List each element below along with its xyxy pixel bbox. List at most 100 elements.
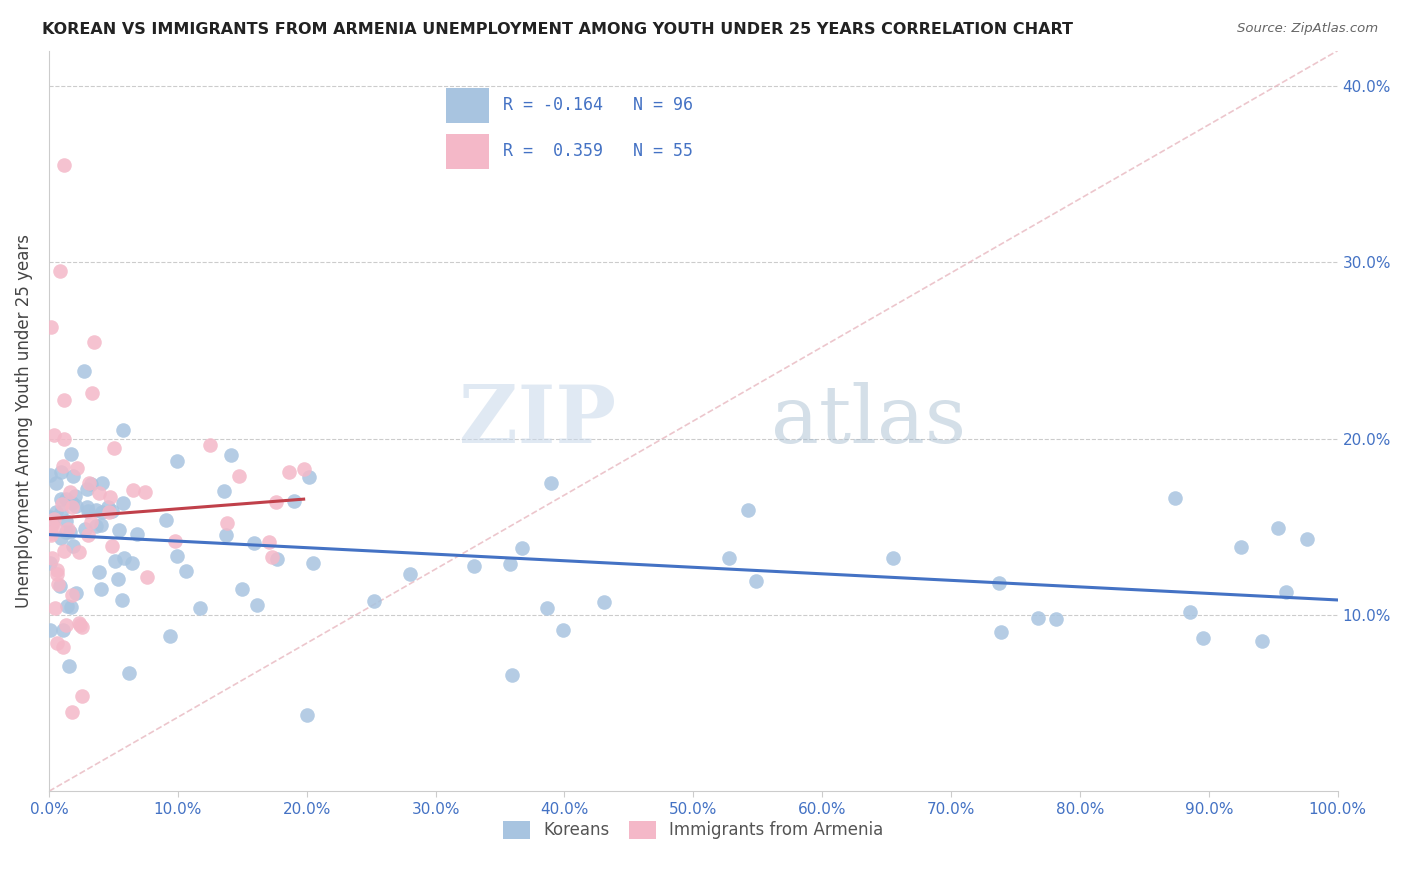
Point — [198, 437, 221, 451]
Point — [46, 577, 69, 591]
Point — [39, 319, 62, 334]
Point — [44, 522, 66, 536]
Point — [165, 534, 187, 549]
Point — [1275, 585, 1298, 599]
Point — [297, 707, 319, 722]
Point — [97, 500, 120, 515]
Point — [69, 616, 91, 631]
Point — [283, 493, 305, 508]
Point — [1180, 605, 1202, 619]
Point — [112, 423, 135, 437]
Point — [1164, 491, 1187, 505]
Point — [80, 477, 103, 491]
Point — [46, 566, 69, 581]
Point — [399, 566, 422, 581]
Point — [510, 541, 533, 555]
Point — [58, 522, 80, 536]
Point — [127, 526, 149, 541]
Point — [363, 594, 385, 608]
Point — [53, 544, 76, 558]
Point — [882, 550, 904, 565]
Point — [49, 264, 72, 278]
Point — [174, 564, 197, 578]
Point — [62, 540, 84, 554]
Point — [73, 364, 96, 378]
Point — [51, 505, 73, 519]
Point — [65, 585, 87, 599]
Point — [551, 624, 574, 638]
Point — [1267, 521, 1289, 535]
Point — [104, 553, 127, 567]
Point — [159, 629, 181, 643]
Point — [214, 527, 236, 541]
Point — [53, 392, 76, 407]
Point — [166, 549, 188, 564]
Point — [69, 618, 91, 632]
Point — [60, 599, 83, 614]
Point — [51, 497, 73, 511]
Point — [98, 491, 121, 505]
Point — [51, 491, 73, 506]
Point — [90, 518, 112, 533]
Point — [59, 525, 82, 540]
Point — [41, 511, 63, 525]
Point — [55, 525, 77, 540]
Point — [55, 491, 77, 506]
Point — [41, 551, 63, 566]
Point — [66, 460, 89, 475]
Point — [62, 469, 84, 483]
Point — [166, 454, 188, 468]
Point — [60, 447, 83, 461]
Point — [536, 601, 558, 615]
Point — [44, 601, 66, 615]
Point — [1230, 541, 1253, 555]
Legend: Koreans, Immigrants from Armenia: Koreans, Immigrants from Armenia — [496, 814, 890, 846]
Point — [298, 470, 321, 484]
Point — [737, 503, 759, 517]
Point — [135, 570, 157, 584]
Point — [103, 442, 125, 456]
Point — [540, 475, 562, 490]
Text: KOREAN VS IMMIGRANTS FROM ARMENIA UNEMPLOYMENT AMONG YOUTH UNDER 25 YEARS CORREL: KOREAN VS IMMIGRANTS FROM ARMENIA UNEMPL… — [42, 22, 1073, 37]
Point — [246, 599, 269, 613]
Point — [77, 476, 100, 491]
Text: Source: ZipAtlas.com: Source: ZipAtlas.com — [1237, 22, 1378, 36]
Point — [39, 557, 62, 571]
Point — [60, 705, 83, 719]
Point — [122, 483, 145, 497]
Point — [101, 503, 124, 517]
Point — [89, 582, 111, 596]
Point — [114, 550, 136, 565]
Point — [73, 523, 96, 537]
Point — [463, 559, 485, 574]
Point — [217, 516, 239, 530]
Point — [55, 618, 77, 632]
Point — [70, 690, 93, 704]
Point — [55, 515, 77, 529]
Point — [84, 519, 107, 533]
Text: atlas: atlas — [770, 382, 966, 460]
Point — [45, 505, 67, 519]
Point — [52, 459, 75, 474]
Point — [41, 516, 63, 530]
Point — [228, 468, 250, 483]
Point — [76, 482, 98, 496]
Point — [52, 432, 75, 446]
Point — [1045, 612, 1067, 626]
Point — [188, 601, 211, 615]
Point — [90, 475, 112, 490]
Point — [49, 579, 72, 593]
Point — [155, 513, 177, 527]
Point — [108, 523, 131, 537]
Point — [58, 659, 80, 673]
Point — [990, 625, 1012, 640]
Point — [264, 495, 287, 509]
Point — [60, 500, 83, 514]
Point — [988, 575, 1011, 590]
Point — [231, 582, 253, 596]
Point — [1251, 634, 1274, 648]
Point — [744, 574, 766, 589]
Point — [76, 500, 98, 514]
Point — [111, 592, 134, 607]
Point — [63, 489, 86, 503]
